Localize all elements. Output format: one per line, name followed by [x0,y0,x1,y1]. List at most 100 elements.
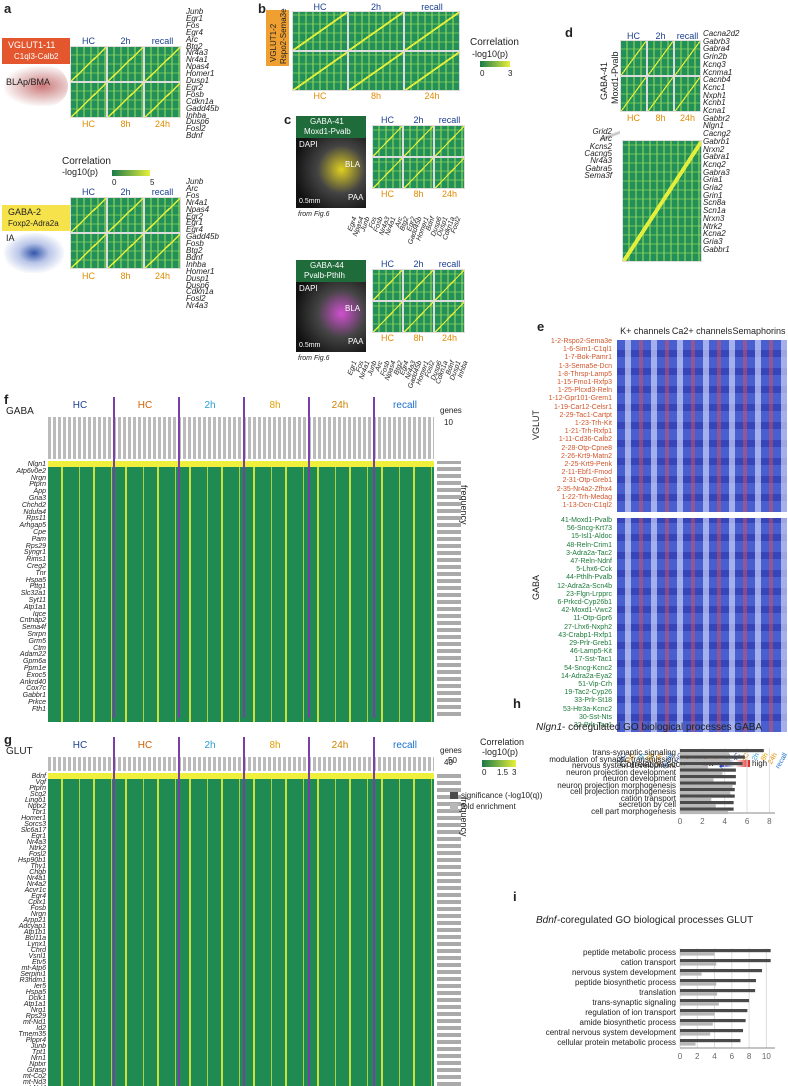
bar [680,794,735,798]
column-label: recall [151,36,174,46]
gene-label: Fosb [30,905,46,912]
zoom-heatmap [622,140,702,262]
cluster-label: 42-Moxd1-Vwc2 [561,607,612,615]
axis-tick: 10 [444,418,453,427]
gene-label: mt-Co2 [23,1073,46,1080]
gene-label: Arhgap5 [19,522,46,530]
bar [680,758,731,763]
legend-tick: 5 [150,178,155,187]
brain-image [4,66,68,106]
gene-label: Syt11 [28,597,46,604]
cluster-label: 56-Sncg-Krt73 [566,525,612,533]
heatmap [70,82,107,118]
gene-label: Bcl11a [25,935,46,942]
category-label: neuron development [603,774,676,783]
column-label: 8h [413,333,424,343]
cluster-label: GABA-41 [310,117,344,126]
gene-label: Gabra1 [703,152,730,162]
gene-label: Ntrk2 [703,221,723,231]
gene-label: Egr2 [186,82,203,92]
gene-label: Kcnma1 [703,67,733,77]
legend-label: high [752,759,768,768]
cluster-label: 11-Otp-Gpr6 [573,615,612,623]
gene-label: Cdkn1a [186,287,214,297]
gene-label: Gabra3 [703,167,730,177]
label-box [2,205,70,231]
gene-label: Rps29 [25,1013,46,1020]
legend-gradient [482,760,516,767]
legend-tick: 3 [508,69,513,78]
heatmap [404,51,460,91]
gene-label: Adcyap1 [18,923,46,930]
category-label: cell projection morphogenesis [570,787,676,796]
gene-label: Nptx2 [27,803,46,810]
bar [680,952,715,956]
gene-label: Ptprn [29,481,46,489]
gene-label: Nrxn3 [703,213,725,223]
chart-title: Nlgn1 [536,722,563,733]
bar [680,999,750,1003]
gene-label: Tpt1 [31,1049,46,1056]
gene-label: Nr4a1 [186,197,208,207]
gene-label: Rps11 [26,515,46,523]
cluster-label: 48-Reln-Crim1 [566,541,612,549]
gene-label: Homer1 [21,815,46,822]
label-box [266,10,289,66]
gene-label: Homer1 [186,266,215,276]
gene-label: Arc [600,134,612,144]
gene-label: Rims1 [26,556,46,564]
heatmap [144,197,181,233]
column-label: HC [137,400,153,411]
cluster-label: 2-11-Ebf1-Fmod [561,469,612,477]
gene-label: Thy1 [30,863,46,870]
bar [680,807,734,811]
bar [680,959,771,963]
gene-label: Btg2 [186,41,203,51]
gene-label: Arc [186,34,198,44]
column-label: 2h [413,115,424,125]
category-label: neuron projection development [566,767,676,777]
cluster-label: 14-Adra2a-Eya2 [561,672,612,680]
category-label: central nervous system development [545,1028,676,1037]
panel-letter: a [4,1,12,16]
legend-unit: -log10(p) [472,49,509,59]
region-label: PAA [348,193,364,202]
gene-label: Kcnq3 [703,59,726,69]
cluster-label: 1-22-Trh-Medag [561,493,612,501]
heatmap [107,233,144,269]
gene-label: Arc [186,183,198,193]
cluster-label: 1-19-Car12-Celsr1 [554,403,612,411]
column-label: HC [381,189,394,199]
panel-letter: h [513,696,521,711]
gene-label: Gabbr1 [22,692,46,700]
bar [680,765,708,769]
x-tick-label: 8 [767,817,772,826]
gene-label: Atp6v0e2 [16,467,46,475]
column-label: 24h [679,113,696,123]
legend-gradient [112,170,150,176]
gene-label: Gabra5 [585,163,612,173]
bar [680,762,743,766]
gene-label: Cdkn1a [186,96,214,106]
bar [680,775,736,779]
category-label: regulation of ion transport [585,1008,676,1017]
cluster-label: 2-35-Nr4a2-Zfhx4 [556,485,612,493]
region-label: BLA [345,304,361,313]
gene-label: Hspa5 [25,989,46,996]
cluster-label: 1-15-Fmo1-Rxfp3 [557,379,612,386]
category-label: cation transport [620,793,676,803]
gene-label: mt-Nd1 [23,1019,46,1026]
column-label: recall [393,400,417,411]
column-label: 8h [655,113,666,123]
column-label: HC [381,333,394,343]
heatmap [404,11,460,51]
zoom-link [600,116,620,156]
legend-swatch [450,803,458,810]
panel-letter: c [284,112,292,127]
bar [680,989,756,993]
gene-label: Ppm1e [23,665,46,672]
gene-label: Nrgn [30,911,46,918]
genes-bars [48,417,434,459]
gene-label: Atp1a1 [23,1001,46,1008]
